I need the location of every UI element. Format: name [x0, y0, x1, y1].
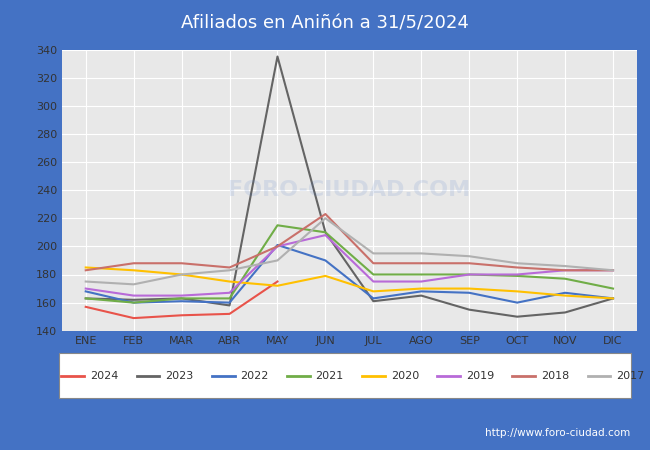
Text: Afiliados en Aniñón a 31/5/2024: Afiliados en Aniñón a 31/5/2024 — [181, 14, 469, 33]
FancyBboxPatch shape — [58, 353, 630, 398]
Text: 2019: 2019 — [466, 371, 494, 381]
Text: 2021: 2021 — [315, 371, 344, 381]
Text: 2020: 2020 — [391, 371, 419, 381]
Text: FORO-CIUDAD.COM: FORO-CIUDAD.COM — [228, 180, 471, 200]
Text: 2024: 2024 — [90, 371, 118, 381]
Text: 2023: 2023 — [165, 371, 194, 381]
Text: 2018: 2018 — [541, 371, 569, 381]
Text: 2017: 2017 — [616, 371, 644, 381]
Text: http://www.foro-ciudad.com: http://www.foro-ciudad.com — [486, 428, 630, 438]
Text: 2022: 2022 — [240, 371, 268, 381]
